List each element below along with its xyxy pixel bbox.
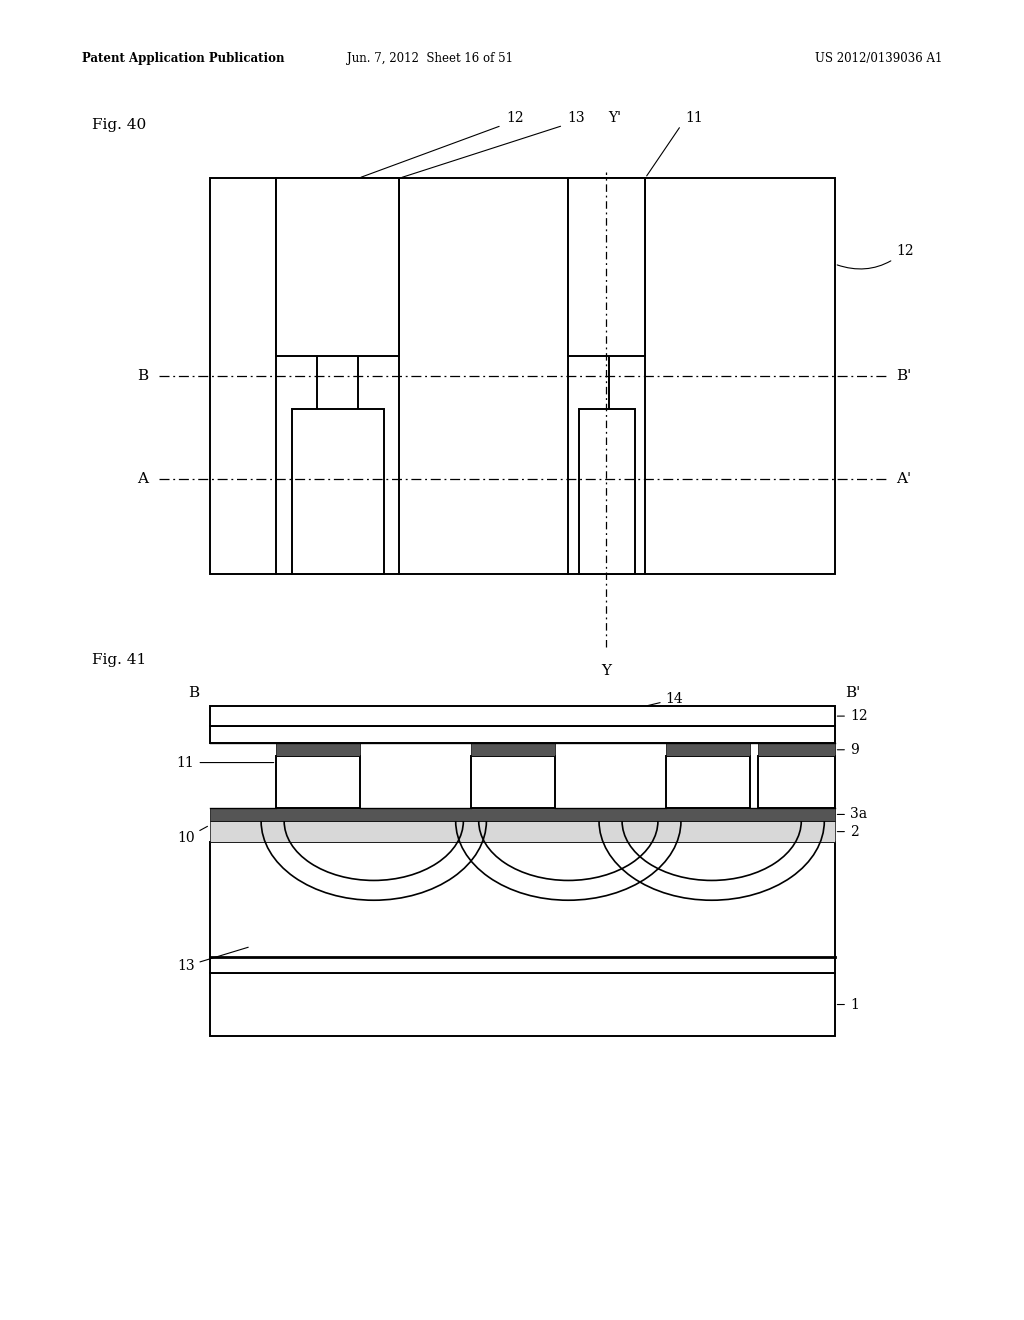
Text: B: B — [137, 370, 148, 383]
Bar — [579, 409, 635, 574]
Bar — [292, 409, 384, 574]
Text: B': B' — [845, 686, 860, 700]
Text: Patent Application Publication: Patent Application Publication — [82, 51, 285, 65]
Text: 10: 10 — [177, 826, 208, 845]
Text: 12: 12 — [506, 111, 523, 125]
Text: 12: 12 — [838, 709, 867, 723]
Text: Jun. 7, 2012  Sheet 16 of 51: Jun. 7, 2012 Sheet 16 of 51 — [347, 51, 513, 65]
Bar — [276, 756, 360, 808]
Bar — [758, 756, 835, 808]
Bar — [210, 821, 835, 842]
Text: Fig. 41: Fig. 41 — [92, 653, 146, 667]
Text: B': B' — [896, 370, 911, 383]
Text: 13: 13 — [567, 111, 585, 125]
Text: Y': Y' — [608, 111, 622, 125]
Text: 11: 11 — [685, 111, 702, 125]
Bar — [666, 756, 750, 808]
Text: Fig. 40: Fig. 40 — [92, 119, 146, 132]
Bar — [276, 178, 399, 356]
Text: A': A' — [896, 473, 911, 486]
Bar — [568, 178, 645, 356]
Text: 11: 11 — [177, 755, 273, 770]
Bar — [471, 743, 555, 756]
Bar — [758, 743, 835, 756]
Text: Y: Y — [601, 664, 611, 678]
Text: 9: 9 — [838, 743, 859, 756]
Text: 14: 14 — [648, 692, 683, 706]
Bar — [471, 756, 555, 808]
Text: A: A — [137, 473, 148, 486]
Bar — [666, 743, 750, 756]
Text: 2: 2 — [838, 825, 859, 838]
Text: B: B — [188, 686, 200, 700]
Bar — [210, 973, 835, 1036]
Bar — [210, 706, 835, 726]
Bar — [210, 808, 835, 821]
Bar — [210, 178, 835, 574]
Bar — [210, 726, 835, 743]
Text: 1: 1 — [838, 998, 859, 1011]
Text: US 2012/0139036 A1: US 2012/0139036 A1 — [815, 51, 942, 65]
Text: 12: 12 — [838, 244, 913, 269]
Bar — [276, 743, 360, 756]
Bar — [210, 842, 835, 973]
Text: 3a: 3a — [838, 808, 867, 821]
Text: 13: 13 — [177, 948, 248, 973]
